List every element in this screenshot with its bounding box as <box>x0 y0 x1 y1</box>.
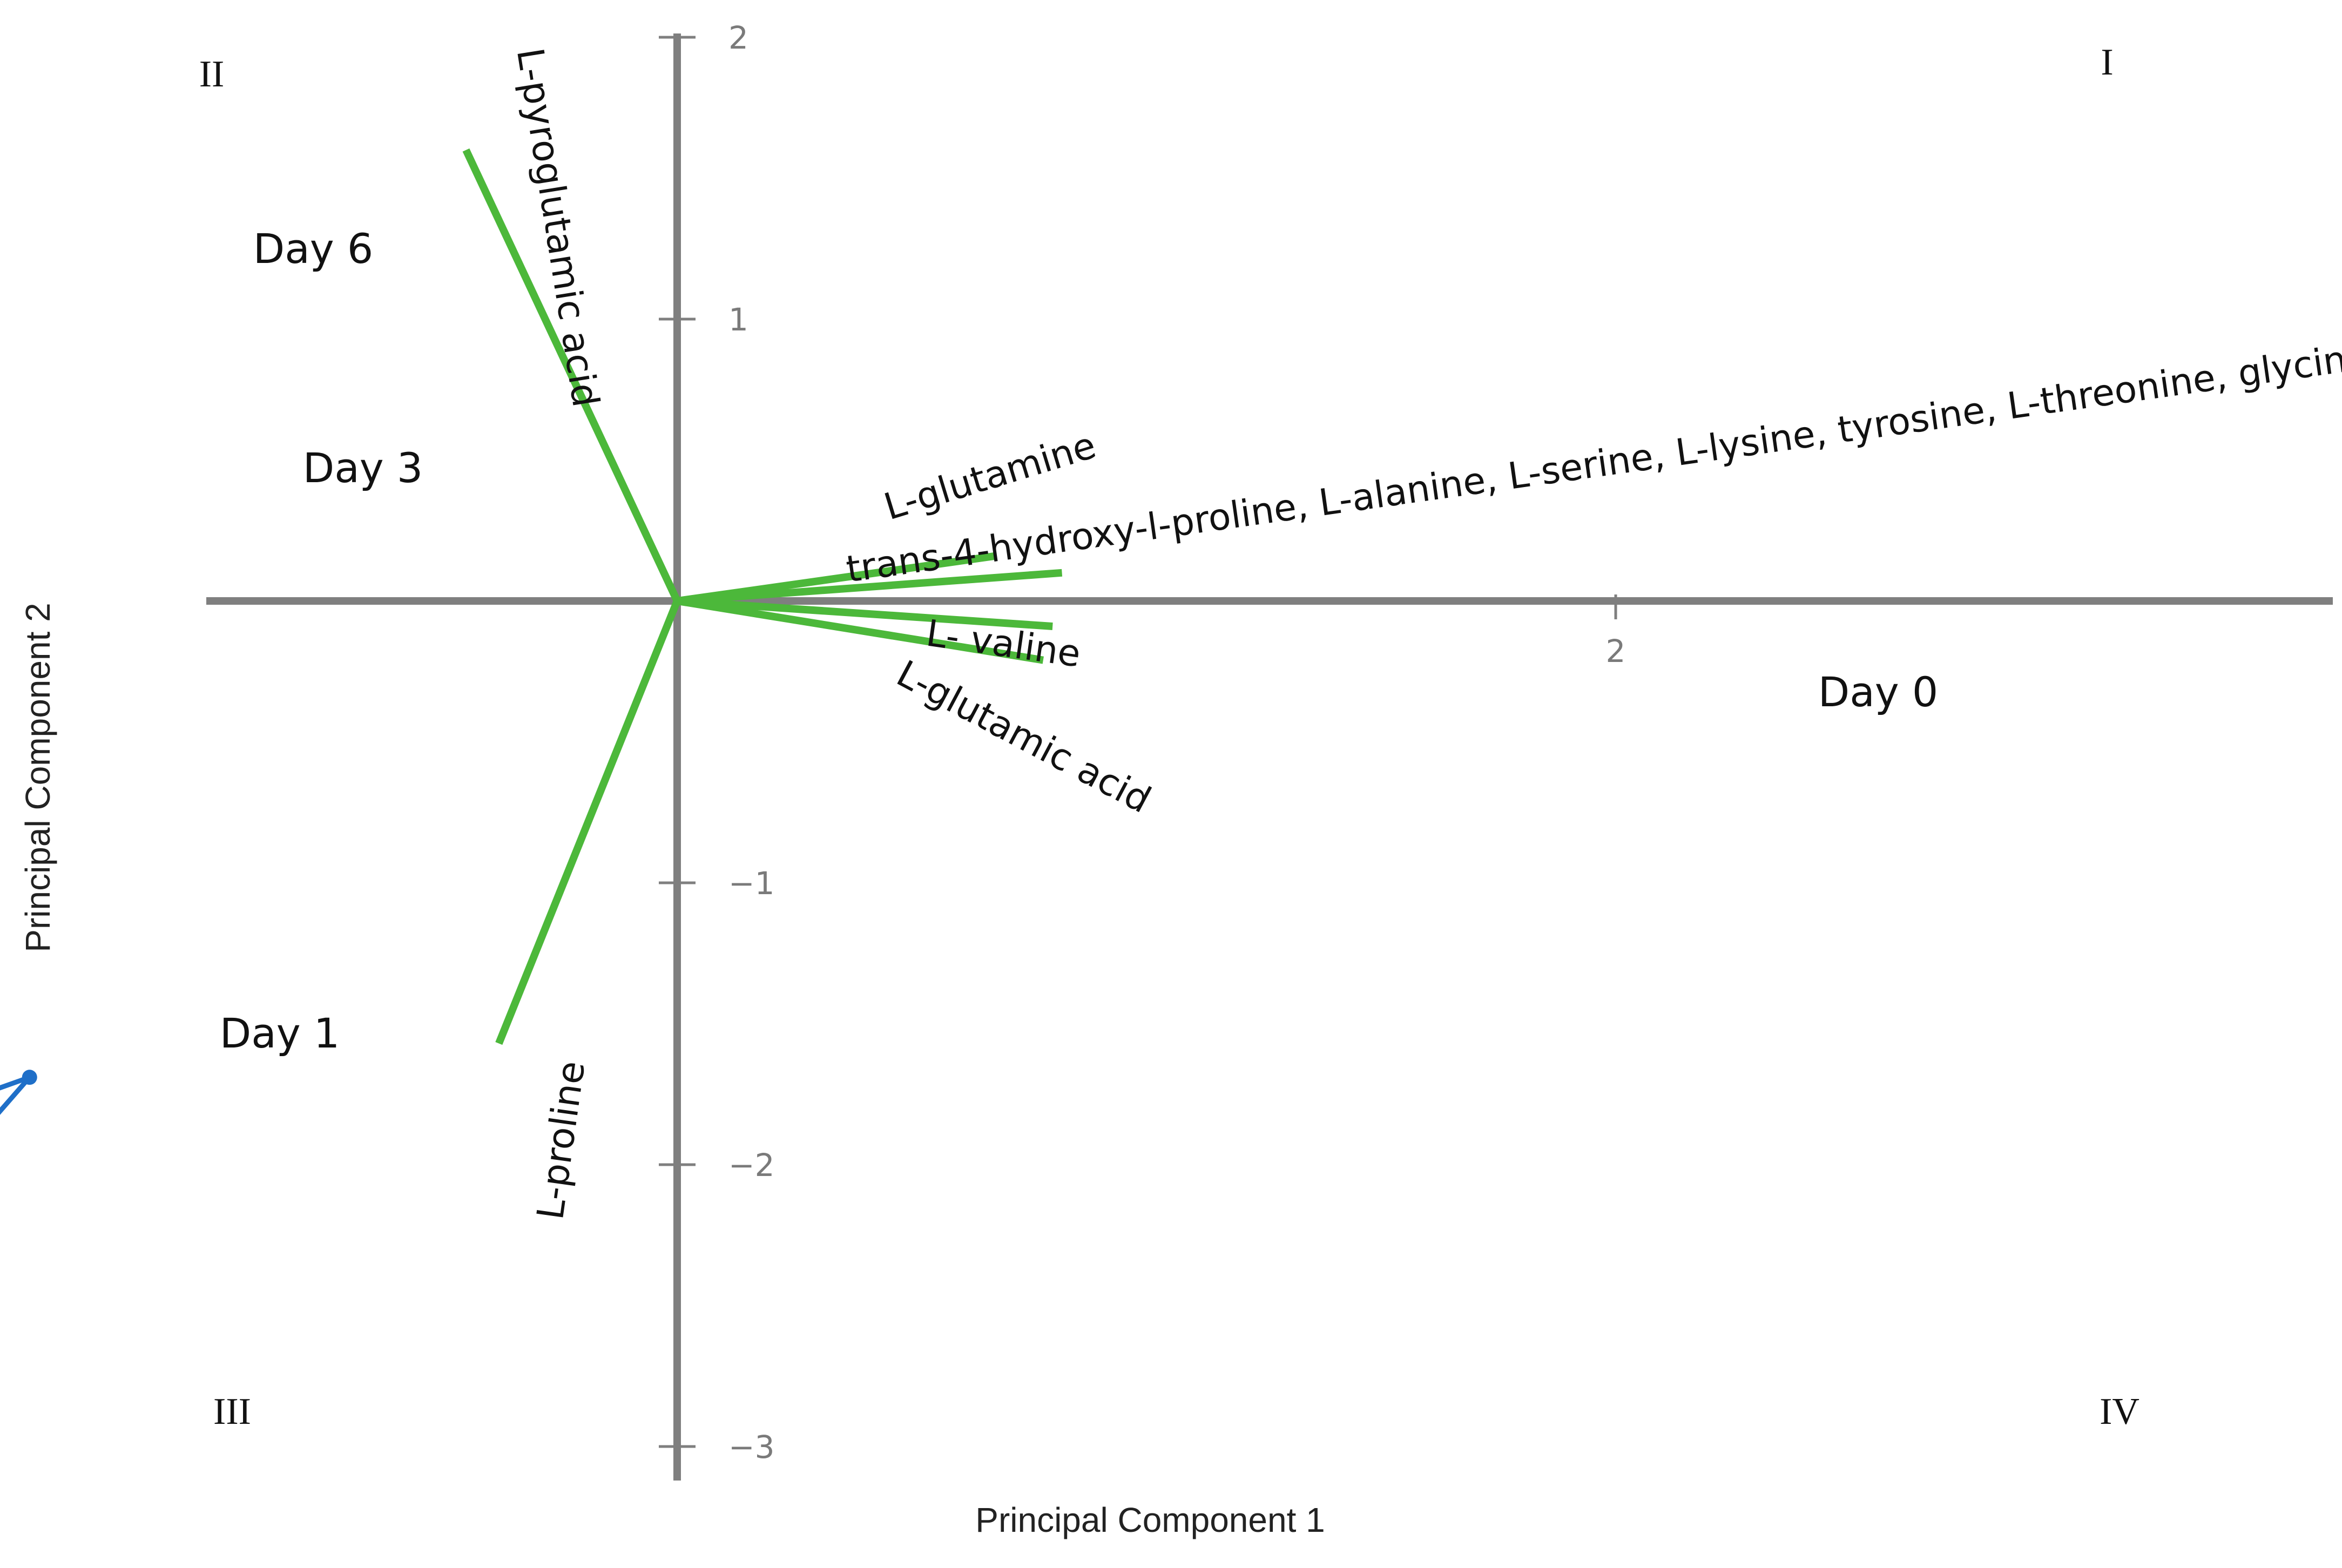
loading-vector-0 <box>462 148 681 603</box>
x-axis-title: Principal Component 1 <box>975 1501 1325 1539</box>
loading-vector-5 <box>676 597 1044 664</box>
loading-vector-label: L-glutamic acid <box>889 652 1157 822</box>
quadrant-label-IV: IV <box>2100 1391 2139 1432</box>
text-labels: Principal Component 1 Principal Component… <box>18 42 2342 1539</box>
group-label: Day 1 <box>220 1009 340 1057</box>
group-label: Day 6 <box>253 225 374 273</box>
y-tick-label: −1 <box>728 865 775 902</box>
loading-vector-label: L-proline <box>529 1058 593 1222</box>
loading-vector-1 <box>495 599 681 1045</box>
loading-vector-label: L-pyroglutamic acid <box>508 45 607 410</box>
quadrant-label-I: I <box>2101 42 2113 83</box>
loading-vector-label: L-glutamine <box>879 424 1101 529</box>
x-tick-label: 2 <box>1606 633 1626 670</box>
sample-groups <box>0 1070 37 1115</box>
y-tick-label: −3 <box>728 1429 775 1465</box>
quadrant-label-III: III <box>213 1391 251 1432</box>
axes: −224621−1−2−3 <box>206 19 2333 1481</box>
data-point <box>22 1070 37 1085</box>
quadrant-label-II: II <box>199 53 225 95</box>
group-label: Day 3 <box>303 444 423 492</box>
group-label: Day 0 <box>1818 668 1939 716</box>
loading-vectors <box>462 148 1063 1045</box>
y-tick-label: −2 <box>728 1147 775 1184</box>
loading-vector-3 <box>677 569 1063 605</box>
y-tick-label: 1 <box>728 301 748 338</box>
group-outline-1 <box>0 1074 32 1115</box>
loading-vector-4 <box>677 597 1053 630</box>
y-axis-title: Principal Component 2 <box>18 603 57 952</box>
y-tick-label: 2 <box>728 19 748 56</box>
